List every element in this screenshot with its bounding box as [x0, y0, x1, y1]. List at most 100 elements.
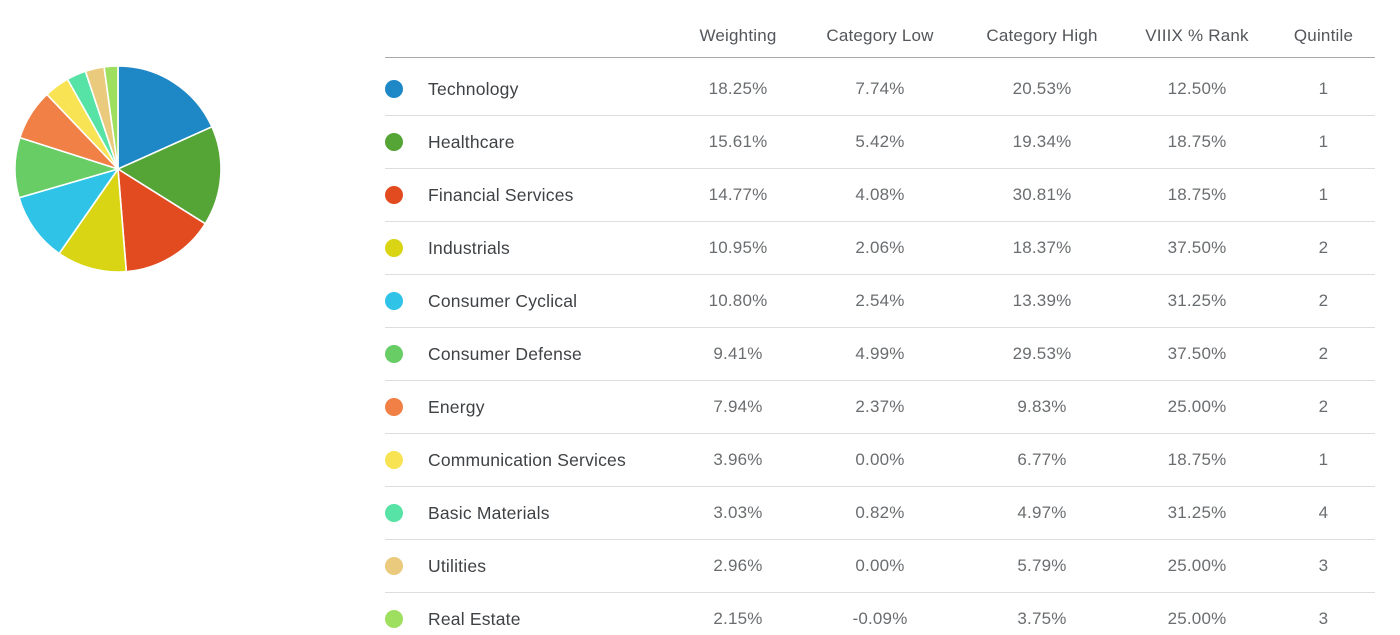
viiix-rank-value: 18.75% — [1167, 132, 1227, 151]
quintile-value: 1 — [1318, 79, 1329, 98]
sector-name: Industrials — [428, 237, 510, 258]
viiix-rank-value: 18.75% — [1167, 185, 1227, 204]
sector-color-dot-icon — [385, 80, 403, 98]
sector-color-dot-icon — [385, 133, 403, 151]
category-high-value: 5.79% — [1017, 556, 1067, 575]
category-high-value: 19.34% — [1012, 132, 1072, 151]
column-header-sector — [385, 22, 690, 36]
sector-table-body: Technology 18.25% 7.74% 20.53% 12.50% 1 … — [385, 63, 1375, 635]
weighting-value: 10.95% — [708, 238, 768, 257]
viiix-rank-value: 25.00% — [1167, 397, 1227, 416]
table-row: Consumer Cyclical 10.80% 2.54% 13.39% 31… — [385, 275, 1375, 328]
viiix-rank-value: 18.75% — [1167, 450, 1227, 469]
sector-name: Consumer Defense — [428, 343, 582, 364]
table-row: Communication Services 3.96% 0.00% 6.77%… — [385, 434, 1375, 487]
sector-cell: Energy — [385, 397, 690, 418]
sector-name: Consumer Cyclical — [428, 290, 578, 311]
table-row: Industrials 10.95% 2.06% 18.37% 37.50% 2 — [385, 222, 1375, 275]
sector-pie-chart — [13, 64, 223, 274]
quintile-value: 2 — [1318, 344, 1329, 363]
pie-slice-technology[interactable] — [117, 65, 213, 170]
weighting-value: 15.61% — [708, 132, 768, 151]
category-high-value: 20.53% — [1012, 79, 1072, 98]
category-low-value: 0.82% — [855, 503, 905, 522]
weighting-value: 9.41% — [713, 344, 763, 363]
quintile-value: 1 — [1318, 450, 1329, 469]
weighting-value: 14.77% — [708, 185, 768, 204]
quintile-value: 2 — [1318, 291, 1329, 310]
viiix-rank-value: 25.00% — [1167, 556, 1227, 575]
weighting-value: 7.94% — [713, 397, 763, 416]
sector-color-dot-icon — [385, 451, 403, 469]
category-low-value: 2.54% — [855, 291, 905, 310]
sector-cell: Technology — [385, 79, 690, 100]
sector-color-dot-icon — [385, 610, 403, 628]
viiix-rank-value: 25.00% — [1167, 609, 1227, 628]
sector-name: Energy — [428, 396, 485, 417]
category-low-value: 0.00% — [855, 450, 905, 469]
weighting-value: 10.80% — [708, 291, 768, 310]
quintile-value: 2 — [1318, 397, 1329, 416]
category-low-value: 4.08% — [855, 185, 905, 204]
sector-name: Utilities — [428, 555, 487, 576]
viiix-rank-value: 31.25% — [1167, 503, 1227, 522]
weighting-value: 3.96% — [713, 450, 763, 469]
table-row: Energy 7.94% 2.37% 9.83% 25.00% 2 — [385, 381, 1375, 434]
column-header-category-high: Category High — [986, 25, 1098, 45]
category-low-value: 2.37% — [855, 397, 905, 416]
pie-slice-financial-services[interactable] — [117, 168, 207, 273]
category-high-value: 3.75% — [1017, 609, 1067, 628]
table-row: Consumer Defense 9.41% 4.99% 29.53% 37.5… — [385, 328, 1375, 381]
viiix-rank-value: 37.50% — [1167, 238, 1227, 257]
pie-svg — [14, 65, 222, 273]
table-row: Financial Services 14.77% 4.08% 30.81% 1… — [385, 169, 1375, 222]
sector-cell: Real Estate — [385, 609, 690, 630]
table-row: Utilities 2.96% 0.00% 5.79% 25.00% 3 — [385, 540, 1375, 593]
column-header-viiix-pct-rank: VIIIX % Rank — [1145, 25, 1249, 45]
quintile-value: 2 — [1318, 238, 1329, 257]
quintile-value: 1 — [1318, 185, 1329, 204]
category-low-value: -0.09% — [852, 609, 908, 628]
sector-cell: Healthcare — [385, 132, 690, 153]
quintile-value: 3 — [1318, 556, 1329, 575]
category-high-value: 9.83% — [1017, 397, 1067, 416]
category-high-value: 18.37% — [1012, 238, 1072, 257]
pie-slice-healthcare[interactable] — [117, 126, 222, 225]
pie-slice-industrials[interactable] — [58, 168, 128, 273]
sector-color-dot-icon — [385, 504, 403, 522]
viiix-rank-value: 37.50% — [1167, 344, 1227, 363]
category-low-value: 4.99% — [855, 344, 905, 363]
pie-slice-real-estate[interactable] — [103, 65, 119, 170]
sector-color-dot-icon — [385, 239, 403, 257]
sector-color-dot-icon — [385, 557, 403, 575]
sector-cell: Financial Services — [385, 185, 690, 206]
viiix-rank-value: 12.50% — [1167, 79, 1227, 98]
sector-cell: Basic Materials — [385, 503, 690, 524]
category-low-value: 0.00% — [855, 556, 905, 575]
table-row: Basic Materials 3.03% 0.82% 4.97% 31.25%… — [385, 487, 1375, 540]
table-row: Healthcare 15.61% 5.42% 19.34% 18.75% 1 — [385, 116, 1375, 169]
sector-cell: Industrials — [385, 238, 690, 259]
sector-name: Real Estate — [428, 608, 521, 629]
sector-cell: Consumer Defense — [385, 344, 690, 365]
category-low-value: 7.74% — [855, 79, 905, 98]
weighting-value: 18.25% — [708, 79, 768, 98]
category-high-value: 13.39% — [1012, 291, 1072, 310]
sector-color-dot-icon — [385, 186, 403, 204]
sector-cell: Communication Services — [385, 450, 690, 471]
category-high-value: 30.81% — [1012, 185, 1072, 204]
sector-color-dot-icon — [385, 292, 403, 310]
quintile-value: 4 — [1318, 503, 1329, 522]
weighting-value: 2.15% — [713, 609, 763, 628]
category-high-value: 29.53% — [1012, 344, 1072, 363]
pie-slice-consumer-cyclical[interactable] — [18, 168, 119, 255]
quintile-value: 1 — [1318, 132, 1329, 151]
sector-name: Healthcare — [428, 131, 515, 152]
sector-name: Basic Materials — [428, 502, 550, 523]
column-header-category-low: Category Low — [826, 25, 934, 45]
quintile-value: 3 — [1318, 609, 1329, 628]
column-header-weighting: Weighting — [699, 25, 777, 45]
sector-color-dot-icon — [385, 345, 403, 363]
column-header-quintile: Quintile — [1293, 25, 1354, 45]
